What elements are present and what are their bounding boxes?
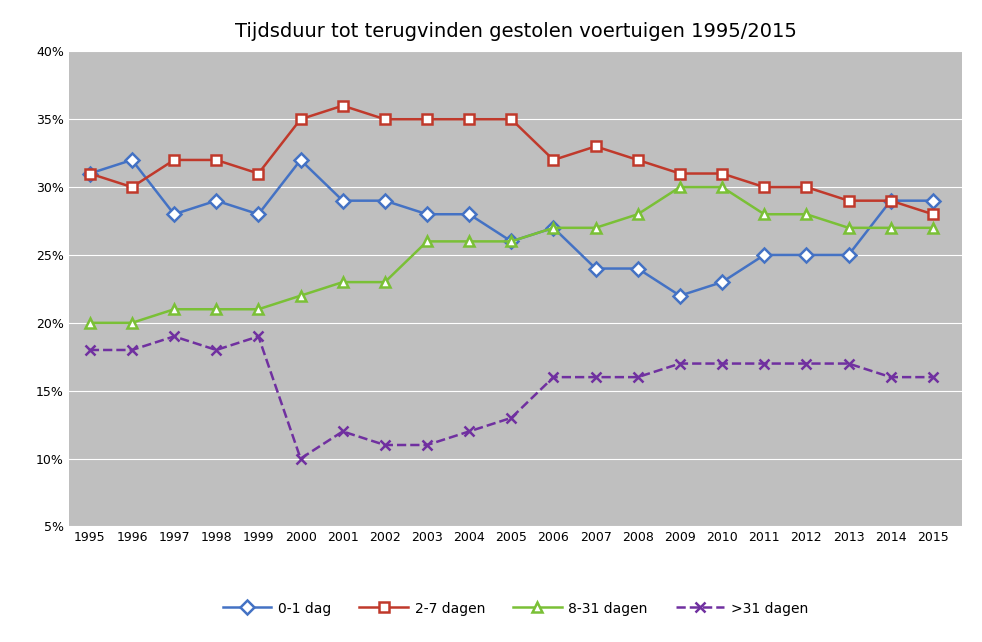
8-31 dagen — [674, 183, 685, 191]
Legend: 0-1 dag, 2-7 dagen, 8-31 dagen, >31 dagen: 0-1 dag, 2-7 dagen, 8-31 dagen, >31 dage… — [217, 595, 814, 621]
8-31 dagen — [379, 278, 391, 286]
8-31 dagen — [758, 211, 770, 218]
>31 dagen — [379, 441, 391, 449]
2-7 dagen — [800, 183, 812, 191]
0-1 dag — [843, 251, 854, 259]
8-31 dagen — [885, 224, 897, 232]
0-1 dag — [337, 197, 349, 205]
0-1 dag — [631, 265, 643, 272]
0-1 dag — [716, 278, 728, 286]
8-31 dagen — [716, 183, 728, 191]
0-1 dag — [126, 156, 137, 164]
0-1 dag — [758, 251, 770, 259]
2-7 dagen — [927, 211, 939, 218]
2-7 dagen — [379, 116, 391, 123]
2-7 dagen — [590, 143, 602, 150]
0-1 dag — [379, 197, 391, 205]
2-7 dagen — [421, 116, 433, 123]
2-7 dagen — [674, 169, 685, 177]
Line: >31 dagen: >31 dagen — [85, 331, 938, 464]
>31 dagen — [631, 373, 643, 381]
8-31 dagen — [843, 224, 854, 232]
>31 dagen — [548, 373, 560, 381]
0-1 dag — [295, 156, 306, 164]
>31 dagen — [464, 428, 475, 435]
>31 dagen — [337, 428, 349, 435]
8-31 dagen — [800, 211, 812, 218]
Title: Tijdsduur tot terugvinden gestolen voertuigen 1995/2015: Tijdsduur tot terugvinden gestolen voert… — [235, 22, 796, 42]
>31 dagen — [421, 441, 433, 449]
8-31 dagen — [548, 224, 560, 232]
2-7 dagen — [506, 116, 518, 123]
0-1 dag — [83, 169, 95, 177]
8-31 dagen — [927, 224, 939, 232]
0-1 dag — [800, 251, 812, 259]
>31 dagen — [590, 373, 602, 381]
0-1 dag — [252, 211, 264, 218]
2-7 dagen — [843, 197, 854, 205]
0-1 dag — [506, 238, 518, 245]
2-7 dagen — [758, 183, 770, 191]
2-7 dagen — [295, 116, 306, 123]
0-1 dag — [464, 211, 475, 218]
2-7 dagen — [252, 169, 264, 177]
8-31 dagen — [168, 306, 180, 313]
>31 dagen — [210, 346, 222, 354]
>31 dagen — [843, 360, 854, 367]
>31 dagen — [716, 360, 728, 367]
2-7 dagen — [548, 156, 560, 164]
0-1 dag — [885, 197, 897, 205]
2-7 dagen — [337, 102, 349, 110]
8-31 dagen — [421, 238, 433, 245]
8-31 dagen — [210, 306, 222, 313]
>31 dagen — [83, 346, 95, 354]
0-1 dag — [168, 211, 180, 218]
8-31 dagen — [83, 319, 95, 327]
0-1 dag — [674, 292, 685, 300]
>31 dagen — [295, 455, 306, 462]
8-31 dagen — [631, 211, 643, 218]
>31 dagen — [252, 333, 264, 340]
>31 dagen — [674, 360, 685, 367]
8-31 dagen — [295, 292, 306, 300]
>31 dagen — [168, 333, 180, 340]
8-31 dagen — [126, 319, 137, 327]
8-31 dagen — [337, 278, 349, 286]
2-7 dagen — [716, 169, 728, 177]
2-7 dagen — [126, 183, 137, 191]
8-31 dagen — [590, 224, 602, 232]
Line: 2-7 dagen: 2-7 dagen — [85, 101, 938, 219]
0-1 dag — [210, 197, 222, 205]
2-7 dagen — [464, 116, 475, 123]
0-1 dag — [548, 224, 560, 232]
2-7 dagen — [83, 169, 95, 177]
>31 dagen — [506, 414, 518, 422]
Line: 8-31 dagen: 8-31 dagen — [85, 182, 938, 327]
>31 dagen — [800, 360, 812, 367]
>31 dagen — [758, 360, 770, 367]
8-31 dagen — [252, 306, 264, 313]
0-1 dag — [590, 265, 602, 272]
>31 dagen — [126, 346, 137, 354]
2-7 dagen — [168, 156, 180, 164]
>31 dagen — [885, 373, 897, 381]
0-1 dag — [927, 197, 939, 205]
2-7 dagen — [631, 156, 643, 164]
Line: 0-1 dag: 0-1 dag — [85, 155, 938, 300]
2-7 dagen — [885, 197, 897, 205]
0-1 dag — [421, 211, 433, 218]
8-31 dagen — [506, 238, 518, 245]
8-31 dagen — [464, 238, 475, 245]
2-7 dagen — [210, 156, 222, 164]
>31 dagen — [927, 373, 939, 381]
